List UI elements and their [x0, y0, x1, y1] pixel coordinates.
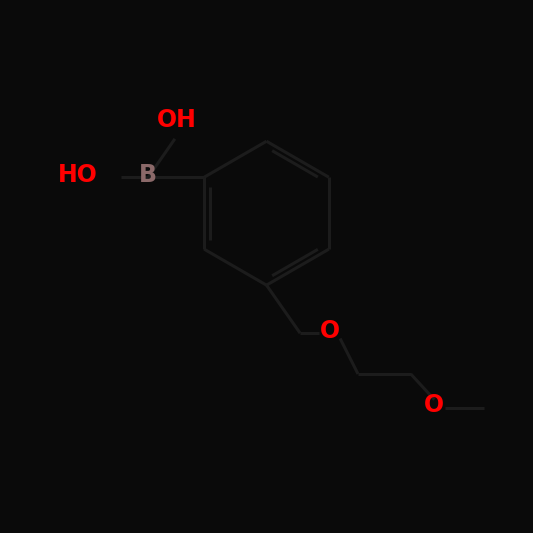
Text: B: B	[139, 163, 157, 187]
Text: OH: OH	[157, 108, 197, 132]
Text: O: O	[319, 319, 340, 343]
Text: O: O	[424, 393, 445, 417]
Text: HO: HO	[58, 163, 98, 187]
